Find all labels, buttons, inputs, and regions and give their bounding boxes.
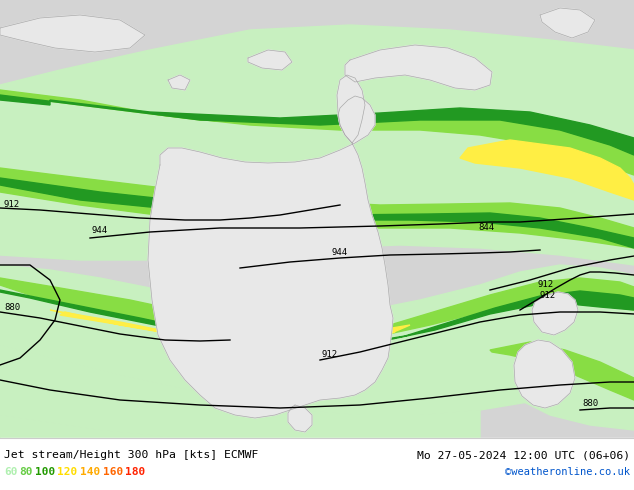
Text: Mo 27-05-2024 12:00 UTC (06+06): Mo 27-05-2024 12:00 UTC (06+06) [417,450,630,460]
Polygon shape [0,95,634,155]
Text: 944: 944 [332,248,348,257]
Polygon shape [514,340,575,408]
Polygon shape [540,8,595,38]
Polygon shape [0,25,634,175]
Polygon shape [488,330,634,430]
Polygon shape [460,140,634,200]
Text: 140: 140 [80,467,100,477]
Text: 880: 880 [4,303,20,312]
Polygon shape [0,90,634,220]
Polygon shape [0,415,480,490]
Polygon shape [0,265,634,415]
Polygon shape [0,178,634,248]
Polygon shape [345,45,492,90]
Polygon shape [60,312,395,348]
Polygon shape [0,90,634,175]
Polygon shape [148,96,393,418]
Polygon shape [0,290,634,347]
Polygon shape [168,75,190,90]
Polygon shape [532,292,578,335]
Polygon shape [0,168,634,248]
Polygon shape [337,75,365,143]
Text: 880: 880 [582,399,598,408]
Polygon shape [0,15,145,52]
Polygon shape [0,438,634,490]
Text: Jet stream/Height 300 hPa [kts] ECMWF: Jet stream/Height 300 hPa [kts] ECMWF [4,450,259,460]
Text: 120: 120 [58,467,77,477]
Text: 944: 944 [92,226,108,235]
Text: 912: 912 [4,200,20,209]
Polygon shape [50,310,410,348]
Text: 160: 160 [103,467,123,477]
Polygon shape [490,342,634,400]
Text: 100: 100 [35,467,55,477]
Text: 80: 80 [20,467,33,477]
Polygon shape [288,405,312,432]
Polygon shape [0,345,480,445]
Polygon shape [248,50,292,70]
Text: 912: 912 [540,291,556,300]
Text: 844: 844 [478,223,494,232]
Text: ©weatheronline.co.uk: ©weatheronline.co.uk [505,467,630,477]
Text: 180: 180 [125,467,145,477]
Text: 912: 912 [322,350,338,359]
Polygon shape [0,155,634,265]
Text: 60: 60 [4,467,18,477]
Polygon shape [0,278,634,342]
Text: 912: 912 [537,280,553,289]
